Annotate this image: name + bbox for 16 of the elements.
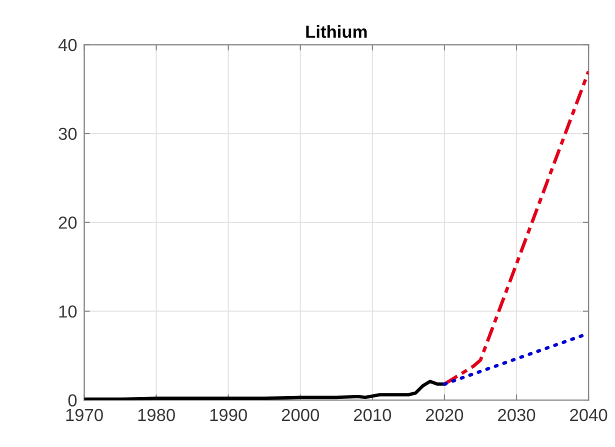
x-tick-label: 1990	[210, 408, 247, 422]
y-tick-label: 10	[59, 305, 77, 318]
x-tick-label: 2020	[426, 408, 464, 422]
chart-title: Lithium	[306, 25, 367, 38]
y-tick-label: 0	[68, 394, 77, 407]
y-tick-label: 30	[58, 128, 77, 140]
x-tick-label: 2040	[570, 408, 608, 422]
line-series	[84, 380, 446, 400]
line-series	[442, 70, 589, 386]
x-tick-label: 2000	[282, 408, 320, 422]
x-tick-label: 2010	[354, 408, 392, 422]
x-tick-label: 2030	[498, 408, 536, 422]
x-tick-label: 1970	[66, 408, 103, 422]
y-tick-label: 20	[58, 216, 77, 229]
y-tick-label: 40	[58, 38, 77, 52]
x-tick-label: 1980	[138, 408, 175, 422]
